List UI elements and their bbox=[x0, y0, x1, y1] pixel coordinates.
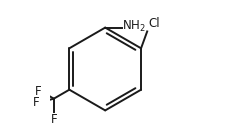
Text: Cl: Cl bbox=[148, 17, 159, 30]
Text: F: F bbox=[33, 96, 40, 109]
Text: F: F bbox=[50, 113, 57, 126]
Text: F: F bbox=[35, 85, 41, 98]
Text: NH$_2$: NH$_2$ bbox=[122, 19, 146, 34]
